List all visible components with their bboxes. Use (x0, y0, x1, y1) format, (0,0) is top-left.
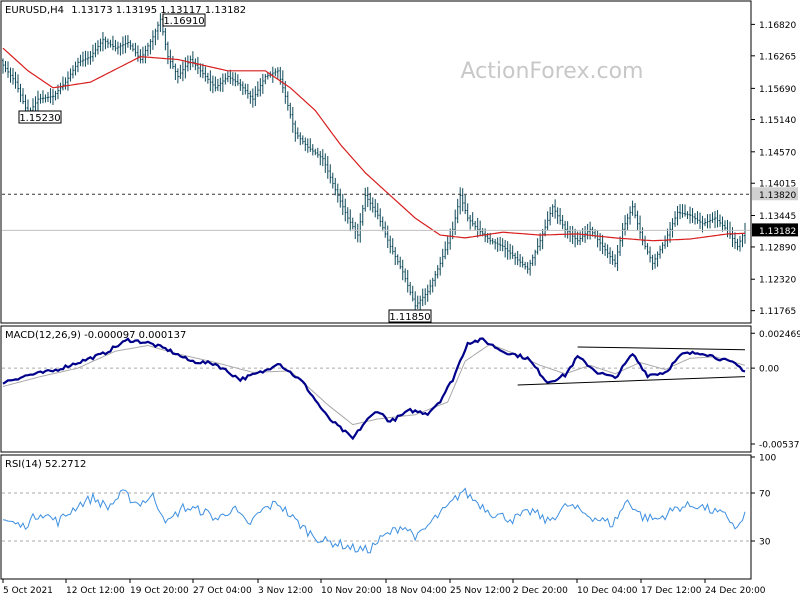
rsi-line (2, 487, 746, 554)
time-tick-label: 25 Nov 12:00 (450, 586, 511, 596)
watermark: ActionForex.com (461, 59, 644, 84)
high-label: 1.16910 (163, 16, 204, 27)
moving-average-line (2, 47, 745, 242)
price-tick-label: 1.12320 (759, 276, 796, 286)
last-price-label: 1.13182 (759, 227, 796, 237)
time-tick-label: 2 Dec 20:00 (513, 586, 568, 596)
price-tick-label: 1.11765 (759, 307, 796, 317)
low-label-first-box (18, 110, 62, 124)
time-tick-label: 12 Oct 12:00 (66, 586, 125, 596)
rsi-panel-title: RSI(14) 52.2712 (5, 459, 86, 470)
time-tick-label: 27 Oct 04:00 (193, 586, 252, 596)
price-tick-label: 1.14570 (759, 148, 796, 158)
macd-line (2, 337, 746, 441)
time-tick-label: 10 Nov 20:00 (321, 586, 382, 596)
price-panel-title: EURUSD,H4 1.13173 1.13195 1.13117 1.1318… (5, 5, 246, 16)
price-panel-frame (0, 0, 752, 324)
rsi-axis: 100 70 30 (751, 454, 776, 548)
macd-tick-label: -0.005375 (759, 441, 800, 451)
time-tick-label: 10 Dec 04:00 (577, 586, 638, 596)
price-axis: 1.16820 1.16265 1.15690 1.15140 1.14570 1.140… (751, 21, 798, 317)
time-tick-label: 17 Dec 12:00 (641, 586, 702, 596)
time-axis: 5 Oct 2021 12 Oct 12:00 19 Oct 20:00 27 Oct… (2, 579, 766, 596)
last-price-box (752, 223, 798, 237)
symbol-label: EURUSD,H4 (5, 5, 64, 16)
rsi-tick-label: 30 (759, 538, 771, 548)
macd-upper-trendline (577, 346, 746, 351)
level-price-label: 1.13820 (759, 191, 796, 201)
macd-plot (2, 337, 750, 441)
low-label-first: 1.15230 (19, 113, 60, 124)
price-tick-label: 1.15140 (759, 116, 796, 126)
price-tick-label: 1.16820 (759, 21, 796, 31)
time-tick-label: 19 Oct 20:00 (130, 586, 189, 596)
price-annotations: 1.16910 1.15230 1.11850 (2, 13, 750, 323)
time-tick-label: 24 Dec 20:00 (705, 586, 766, 596)
price-tick-label: 1.15690 (759, 85, 796, 95)
ohlc-label: 1.13173 1.13195 1.13117 1.13182 (71, 5, 246, 16)
macd-tick-label: 0.00 (759, 365, 779, 375)
time-tick-label: 3 Nov 12:00 (258, 586, 313, 596)
time-tick-label: 18 Nov 04:00 (386, 586, 447, 596)
rsi-panel-frame (0, 454, 752, 580)
rsi-plot (2, 487, 750, 554)
level-price-box (752, 187, 798, 201)
macd-panel-title: MACD(12,26,9) -0.000097 0.000137 (5, 330, 186, 341)
macd-tick-label: 0.002469 (759, 330, 800, 340)
time-tick-label: 5 Oct 2021 (3, 586, 53, 596)
macd-axis: 0.002469 0.00 -0.005375 (751, 330, 800, 451)
high-label-box (162, 13, 206, 27)
macd-lower-trendline (517, 376, 746, 386)
rsi-tick-label: 100 (759, 454, 776, 464)
low-label-second-box (388, 309, 432, 323)
rsi-tick-label: 70 (759, 490, 771, 500)
price-tick-label: 1.12890 (759, 243, 796, 253)
price-tick-label: 1.16265 (759, 52, 796, 62)
price-tick-label: 1.13445 (759, 212, 796, 222)
macd-panel-frame (0, 325, 752, 453)
ma-line (2, 47, 745, 242)
price-tick-label: 1.14015 (759, 180, 796, 190)
low-label-second: 1.11850 (389, 312, 430, 323)
